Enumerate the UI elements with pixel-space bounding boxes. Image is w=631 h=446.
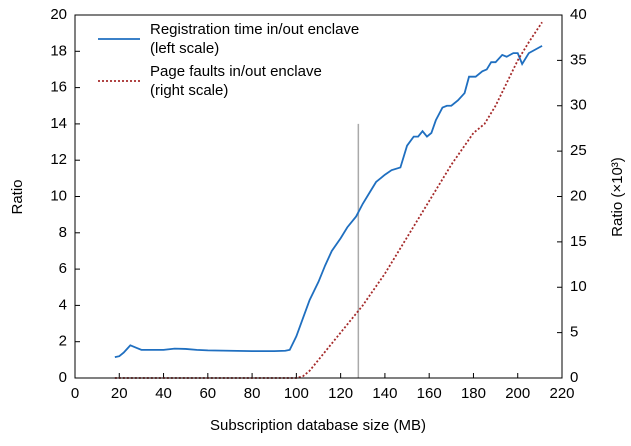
y2-tick-label: 30 xyxy=(570,97,587,114)
plot-frame xyxy=(74,14,563,379)
x-tick-label: 20 xyxy=(111,385,128,402)
y2-tick-label: 35 xyxy=(570,51,587,68)
y-tick-label: 10 xyxy=(50,187,67,204)
y2-tick-label: 15 xyxy=(570,233,587,250)
x-tick-label: 40 xyxy=(155,385,172,402)
legend-note: (right scale) xyxy=(150,82,228,99)
y2-tick-label: 40 xyxy=(570,6,587,23)
y-tick-label: 2 xyxy=(59,333,67,350)
x-tick-label: 200 xyxy=(505,385,530,402)
x-tick-label: 220 xyxy=(549,385,574,402)
y2-tick-label: 10 xyxy=(570,278,587,295)
y-tick-label: 14 xyxy=(50,115,67,132)
x-tick-label: 120 xyxy=(328,385,353,402)
x-tick-label: 180 xyxy=(461,385,486,402)
x-tick-label: 160 xyxy=(417,385,442,402)
x-tick-label: 100 xyxy=(284,385,309,402)
y2-tick-label: 0 xyxy=(570,369,578,386)
y-tick-label: 12 xyxy=(50,151,67,168)
y-tick-label: 6 xyxy=(59,260,67,277)
legend-note: (left scale) xyxy=(150,40,219,57)
y-tick-label: 20 xyxy=(50,6,67,23)
x-tick-label: 80 xyxy=(244,385,261,402)
y-tick-label: 8 xyxy=(59,224,67,241)
x-axis-label: Subscription database size (MB) xyxy=(210,417,426,434)
series-line xyxy=(114,45,543,359)
x-tick-label: 0 xyxy=(71,385,79,402)
x-tick-label: 140 xyxy=(372,385,397,402)
y2-tick-label: 5 xyxy=(570,324,578,341)
y-tick-label: 16 xyxy=(50,79,67,96)
y2-tick-label: 20 xyxy=(570,187,587,204)
legend-label: Page faults in/out enclave xyxy=(150,63,322,80)
y-tick-label: 18 xyxy=(50,42,67,59)
y2-axis-label: Ratio (×10³) xyxy=(609,157,626,237)
y-tick-label: 4 xyxy=(59,296,67,313)
y-axis-label: Ratio xyxy=(9,179,26,214)
y-tick-label: 0 xyxy=(59,369,67,386)
x-tick-label: 60 xyxy=(199,385,216,402)
legend-label: Registration time in/out enclave xyxy=(150,21,359,38)
y2-tick-label: 25 xyxy=(570,142,587,159)
